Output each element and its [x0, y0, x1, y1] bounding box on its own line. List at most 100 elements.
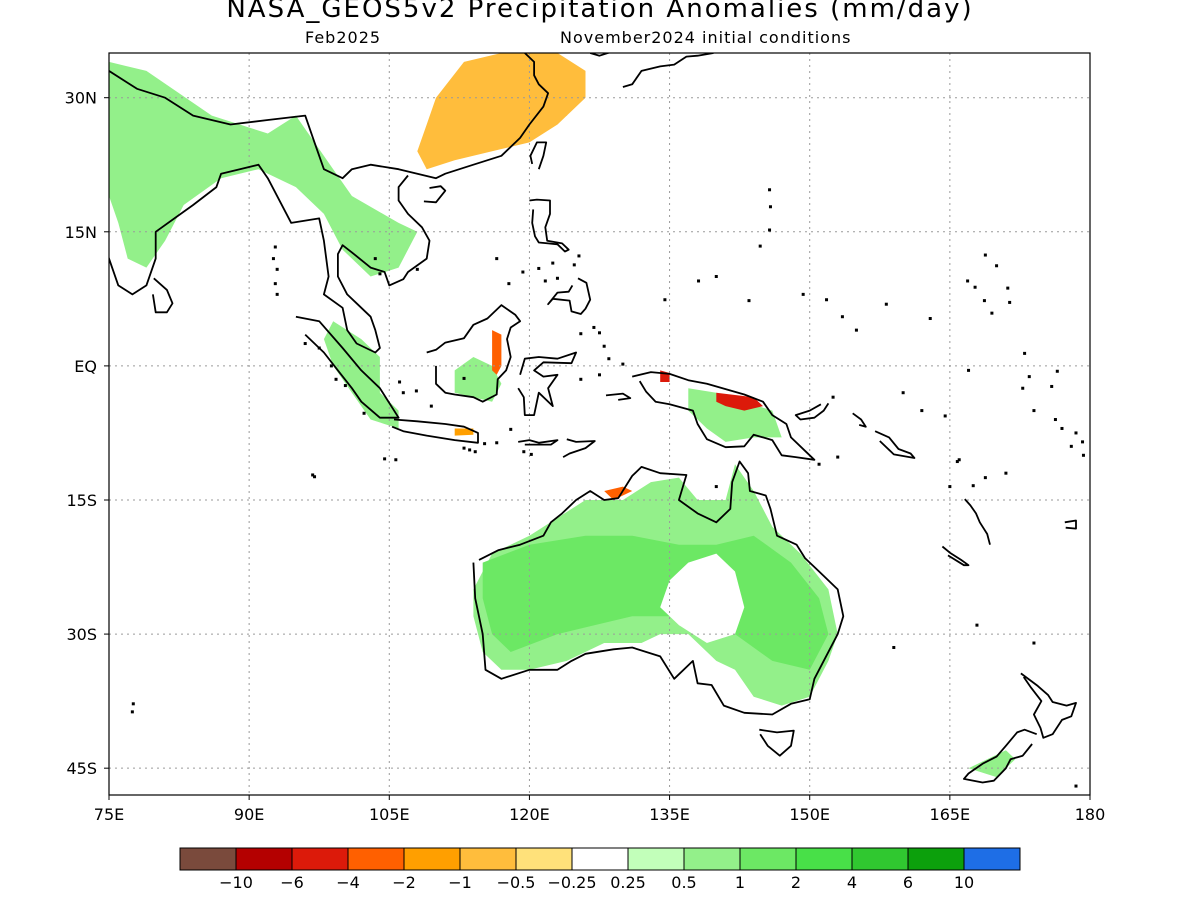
page-title: NASA_GEOS5v2 Precipitation Anomalies (mm…: [226, 0, 974, 24]
island-marker: [697, 279, 701, 283]
coastline-21: [794, 402, 830, 421]
colorbar-label: 6: [903, 873, 913, 892]
island-marker: [521, 270, 525, 274]
anomaly-region-12: [604, 486, 633, 500]
island-marker: [373, 257, 377, 261]
coastline-10: [1020, 672, 1077, 739]
island-marker: [414, 389, 418, 393]
island-marker: [817, 462, 821, 466]
anomaly-region-2: [109, 61, 418, 277]
island-marker: [1060, 426, 1064, 430]
island-marker: [273, 282, 277, 286]
island-marker: [831, 395, 835, 399]
coastline-25: [941, 545, 970, 567]
coastline-23: [874, 430, 916, 459]
island-marker: [1050, 384, 1054, 388]
island-marker: [768, 188, 772, 192]
anomaly-region-1: [417, 53, 586, 170]
island-marker: [130, 710, 134, 714]
colorbar-label: −4: [336, 873, 360, 892]
colorbar-label: −2: [392, 873, 416, 892]
colorbar-swatch: [515, 847, 573, 871]
island-marker: [401, 391, 405, 395]
island-marker: [602, 344, 606, 348]
island-marker: [551, 261, 555, 265]
island-marker: [986, 834, 989, 837]
colorbar-label: 1: [735, 873, 745, 892]
lon-tick-label: 75E: [94, 805, 124, 824]
forecast-month-subtitle: Feb2025: [305, 28, 382, 47]
lat-tick-label: 15S: [66, 491, 97, 510]
island-marker: [273, 245, 277, 249]
colorbar-swatch: [627, 847, 685, 871]
island-marker: [1021, 386, 1025, 390]
colorbar-swatch: [347, 847, 405, 871]
island-marker: [543, 279, 547, 283]
island-marker: [131, 702, 135, 706]
colorbar-label: 2: [791, 873, 801, 892]
island-marker: [995, 264, 999, 268]
island-marker: [983, 253, 987, 257]
island-marker: [313, 475, 317, 479]
coastline-22: [852, 412, 867, 428]
island-marker: [714, 485, 718, 489]
latitude-axis: 30N 15N EQ 15S 30S 45S: [65, 89, 109, 778]
island-marker: [1027, 375, 1031, 379]
island-marker: [1004, 471, 1008, 475]
colorbar-swatch: [179, 847, 237, 871]
island-marker: [928, 317, 932, 321]
anomaly-region-13: [454, 428, 474, 436]
coastline-9: [759, 728, 795, 757]
coastline-2: [152, 277, 174, 314]
island-marker: [768, 228, 772, 232]
island-marker: [621, 362, 625, 366]
colorbar-swatch: [235, 847, 293, 871]
island-marker: [955, 460, 959, 464]
island-marker: [378, 272, 382, 276]
colorbar-swatch: [403, 847, 461, 871]
anomaly-region-7: [482, 535, 829, 670]
anomaly-region-9: [492, 330, 502, 375]
island-marker: [607, 357, 611, 361]
island-marker: [577, 254, 581, 258]
island-marker: [1006, 286, 1010, 290]
island-marker: [343, 384, 347, 388]
island-marker: [383, 457, 387, 461]
colorbar-swatch: [851, 847, 909, 871]
island-marker: [415, 267, 419, 271]
island-marker: [579, 377, 583, 381]
coastline-7: [631, 371, 816, 461]
colorbar-swatch: [739, 847, 797, 871]
coastline-14: [529, 141, 548, 170]
colorbar-label: −1: [448, 873, 472, 892]
island-marker: [275, 267, 279, 271]
island-marker: [982, 299, 986, 303]
island-marker: [768, 205, 772, 209]
island-marker: [966, 279, 970, 283]
island-marker: [825, 298, 829, 302]
island-marker: [892, 645, 896, 649]
map-frame: [108, 52, 1091, 796]
island-marker: [572, 263, 576, 267]
coastline-16: [622, 53, 714, 88]
lat-tick-label: 45S: [66, 759, 97, 778]
colorbar-label: 0.5: [671, 873, 696, 892]
island-marker: [983, 476, 987, 480]
island-marker: [747, 299, 751, 303]
coastline-layer: [109, 53, 1085, 837]
island-marker: [1081, 453, 1085, 457]
island-marker: [957, 458, 961, 462]
anomaly-region-4: [454, 357, 502, 402]
coastline-3: [295, 315, 400, 419]
island-marker: [973, 285, 977, 289]
lon-tick-label: 120E: [509, 805, 550, 824]
island-marker: [598, 373, 601, 377]
colorbar-label: 0.25: [610, 873, 646, 892]
island-marker: [303, 342, 307, 346]
island-marker: [884, 302, 888, 306]
anomaly-region-14: [968, 750, 1016, 778]
island-marker: [329, 364, 333, 368]
island-marker: [1053, 418, 1057, 422]
island-marker: [1008, 300, 1012, 304]
colorbar-swatch: [963, 847, 1021, 871]
